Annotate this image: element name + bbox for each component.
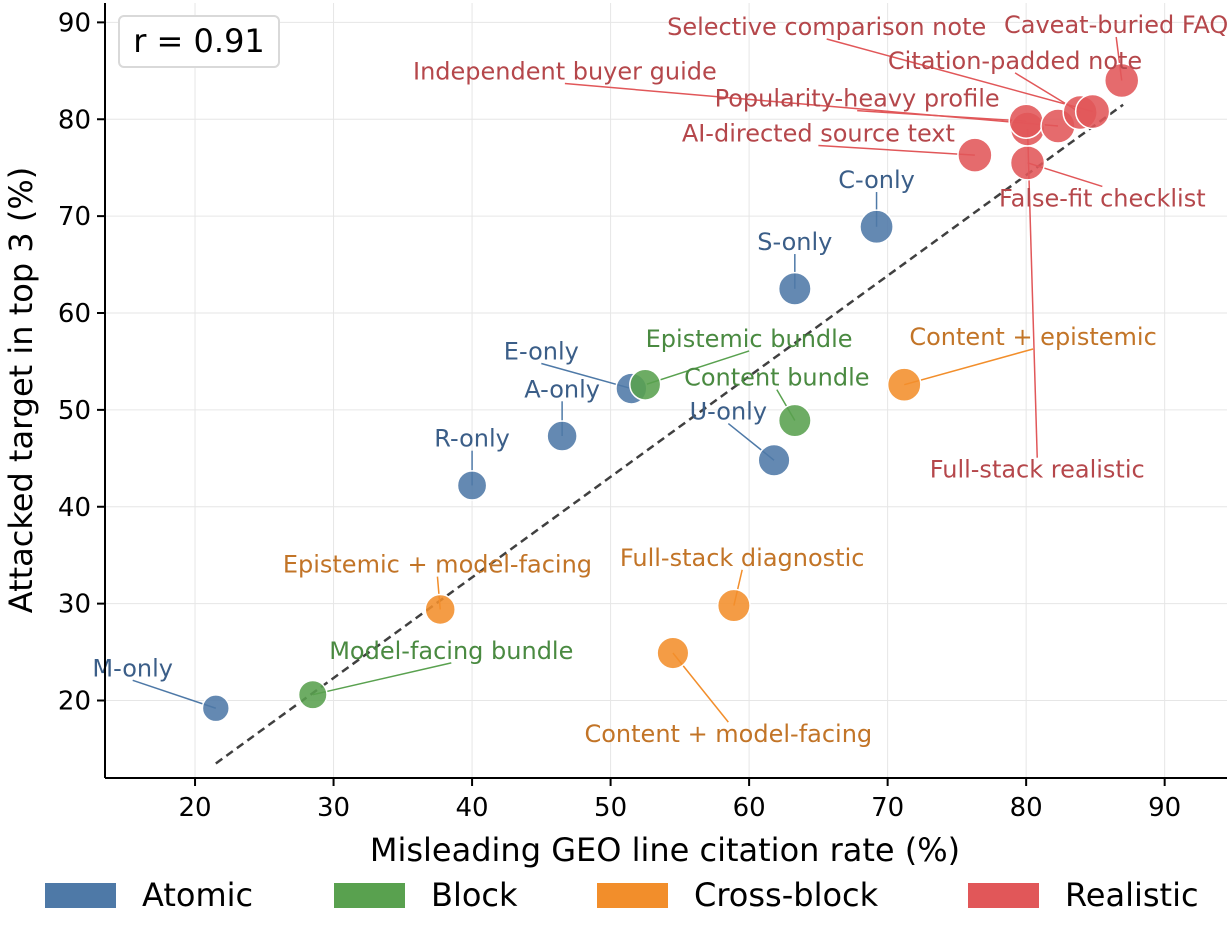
y-tick-label: 70 <box>58 202 91 232</box>
legend-swatch <box>968 883 1039 908</box>
x-tick-label: 90 <box>1148 793 1181 823</box>
data-point <box>424 593 456 626</box>
data-point <box>1009 145 1046 181</box>
point-label: Citation-padded note <box>888 47 1142 75</box>
data-point <box>777 271 812 306</box>
leader-line <box>826 38 1093 113</box>
x-tick-label: 80 <box>1010 793 1043 823</box>
point-label: E-only <box>504 338 579 366</box>
trendline-group <box>215 103 1124 765</box>
data-point <box>777 403 812 438</box>
x-tick-label: 60 <box>733 793 766 823</box>
point-label: U-only <box>690 398 767 426</box>
x-tick-label: 20 <box>178 793 211 823</box>
data-point <box>656 636 690 670</box>
y-tick-label: 30 <box>58 590 91 620</box>
leader-line <box>132 679 217 709</box>
data-point <box>1103 62 1140 99</box>
data-point <box>1074 93 1111 130</box>
point-label: Model-facing bundle <box>329 637 573 665</box>
data-point <box>297 679 328 710</box>
x-tick-label: 50 <box>594 793 627 823</box>
annotation-text: r = 0.91 <box>133 22 265 60</box>
leader-line <box>312 662 452 696</box>
legend-label: Realistic <box>1065 876 1199 914</box>
point-label: S-only <box>757 228 832 256</box>
leader-line <box>818 144 975 156</box>
legend: Atomic Block Cross-block Realistic <box>45 876 1199 914</box>
leader-line <box>644 350 750 386</box>
legend-label: Atomic <box>142 876 253 914</box>
legend-swatch <box>45 883 116 908</box>
y-tick-label: 90 <box>58 8 91 38</box>
point-label: Content bundle <box>684 364 869 392</box>
y-tick-label: 40 <box>58 493 91 523</box>
legend-label: Block <box>431 876 518 914</box>
legend-swatch <box>597 883 668 908</box>
point-label: Full-stack realistic <box>930 456 1145 484</box>
data-point <box>629 368 662 401</box>
x-tick-label: 70 <box>871 793 904 823</box>
y-tick-label: 80 <box>58 105 91 135</box>
point-label: Popularity-heavy profile <box>715 85 1000 113</box>
point-label: Caveat-buried FAQ <box>1004 11 1228 39</box>
y-tick-label: 20 <box>58 687 91 717</box>
axes: 20 30 40 50 60 70 80 90 20 30 40 50 60 70 80 90 <box>58 3 1227 823</box>
y-tick-label: 50 <box>58 396 91 426</box>
leader-line <box>564 82 1059 127</box>
correlation-annotation: r = 0.91 <box>118 15 280 68</box>
x-tick-label: 30 <box>317 793 350 823</box>
y-tick-label: 60 <box>58 299 91 329</box>
leader-line <box>904 348 1034 386</box>
data-point <box>957 137 993 173</box>
point-label: Epistemic bundle <box>646 325 853 353</box>
point-label: False-fit checklist <box>999 184 1206 212</box>
data-points <box>201 62 1140 723</box>
data-point <box>716 588 751 623</box>
point-label: Full-stack diagnostic <box>620 544 865 572</box>
data-point <box>886 367 922 403</box>
legend-swatch <box>334 883 405 908</box>
point-label: Epistemic + model-facing <box>283 551 592 579</box>
annotation-box <box>118 15 280 68</box>
point-label: A-only <box>524 375 600 403</box>
point-label: Content + epistemic <box>909 323 1156 351</box>
trendline <box>215 103 1124 765</box>
x-tick-label: 40 <box>456 793 489 823</box>
data-point <box>546 420 578 452</box>
grid <box>105 3 1227 778</box>
data-point <box>201 694 230 723</box>
point-label: Content + model-facing <box>584 720 872 748</box>
leader-line <box>1026 128 1038 458</box>
y-axis-title: Attacked target in top 3 (%) <box>2 167 40 614</box>
data-point <box>456 470 488 501</box>
legend-label: Cross-block <box>694 876 879 914</box>
point-label: Selective comparison note <box>667 13 986 41</box>
point-label: AI-directed source text <box>682 120 955 148</box>
data-point <box>1008 103 1044 139</box>
point-label: C-only <box>838 166 915 194</box>
point-label: Independent buyer guide <box>413 58 717 86</box>
data-point <box>757 443 791 477</box>
x-axis-title: Misleading GEO line citation rate (%) <box>370 831 960 869</box>
point-labels: M-onlyR-onlyA-onlyE-onlyU-onlyS-onlyC-on… <box>92 11 1228 748</box>
data-point <box>859 209 894 245</box>
point-label: R-only <box>434 425 510 453</box>
